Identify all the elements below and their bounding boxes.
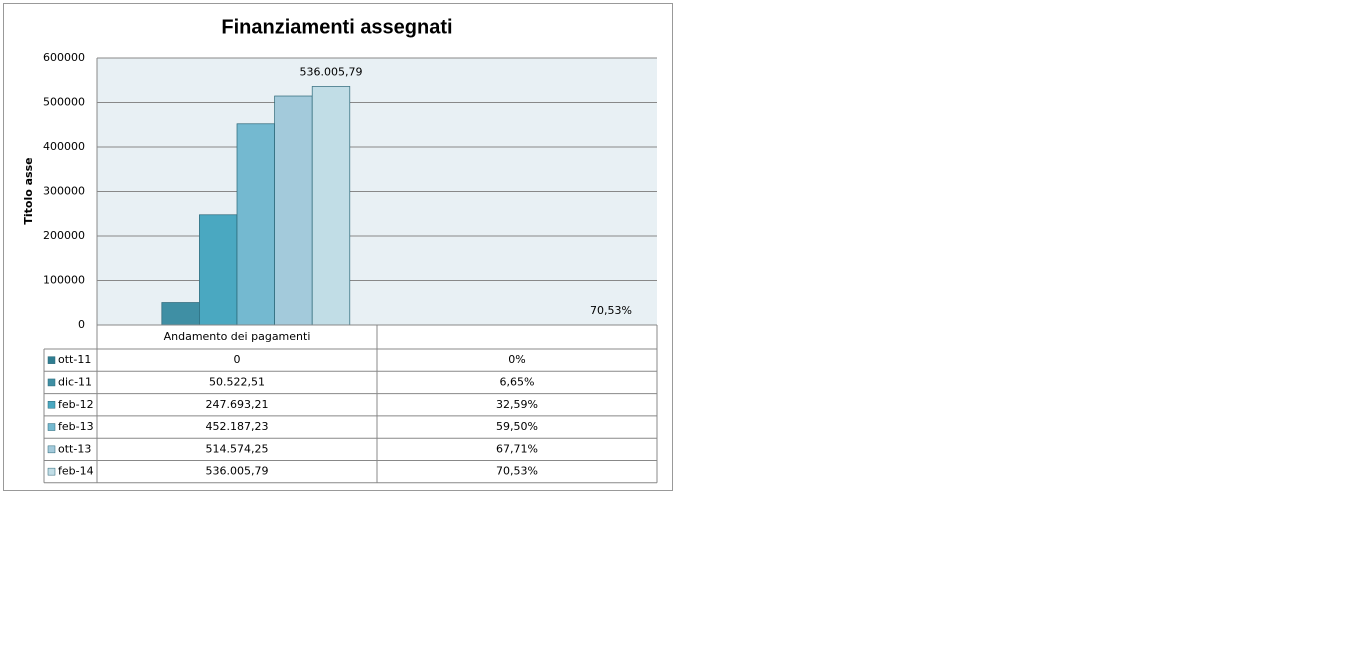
legend-label: feb-12: [58, 398, 94, 411]
y-tick-label: 600000: [43, 51, 85, 64]
table-cell: 514.574,25: [206, 442, 269, 455]
legend-swatch: [48, 401, 55, 408]
table-cell: 70,53%: [496, 465, 538, 478]
bar: [199, 215, 237, 325]
table-header: Andamento dei pagamenti: [164, 330, 311, 343]
legend-label: dic-11: [58, 375, 92, 388]
table-cell: 536.005,79: [206, 465, 269, 478]
legend-label: feb-14: [58, 465, 94, 478]
legend-swatch: [48, 357, 55, 364]
table-cell: 6,65%: [500, 375, 535, 388]
table-cell: 32,59%: [496, 398, 538, 411]
bar: [162, 303, 200, 325]
y-tick-label: 100000: [43, 274, 85, 287]
y-tick-label: 200000: [43, 229, 85, 242]
legend-label: ott-13: [58, 442, 91, 455]
bar: [237, 124, 275, 325]
y-tick-label: 400000: [43, 140, 85, 153]
bar: [312, 86, 350, 325]
legend-swatch: [48, 446, 55, 453]
data-label: 70,53%: [590, 304, 632, 317]
table-cell: 59,50%: [496, 420, 538, 433]
table-cell: 452.187,23: [206, 420, 269, 433]
y-tick-label: 500000: [43, 96, 85, 109]
legend-label: feb-13: [58, 420, 94, 433]
y-tick-label: 300000: [43, 185, 85, 198]
table-cell: 0: [234, 353, 241, 366]
table-cell: 0%: [508, 353, 525, 366]
data-label: 536.005,79: [300, 65, 363, 78]
legend-swatch: [48, 468, 55, 475]
legend-label: ott-11: [58, 353, 91, 366]
chart-title: Finanziamenti assegnati: [221, 16, 452, 38]
y-axis-title: Titolo asse: [22, 157, 35, 224]
table-cell: 50.522,51: [209, 375, 265, 388]
table-cell: 247.693,21: [206, 398, 269, 411]
table-cell: 67,71%: [496, 442, 538, 455]
y-tick-label: 0: [78, 318, 85, 331]
legend-swatch: [48, 379, 55, 386]
bar: [275, 96, 313, 325]
legend-swatch: [48, 424, 55, 431]
